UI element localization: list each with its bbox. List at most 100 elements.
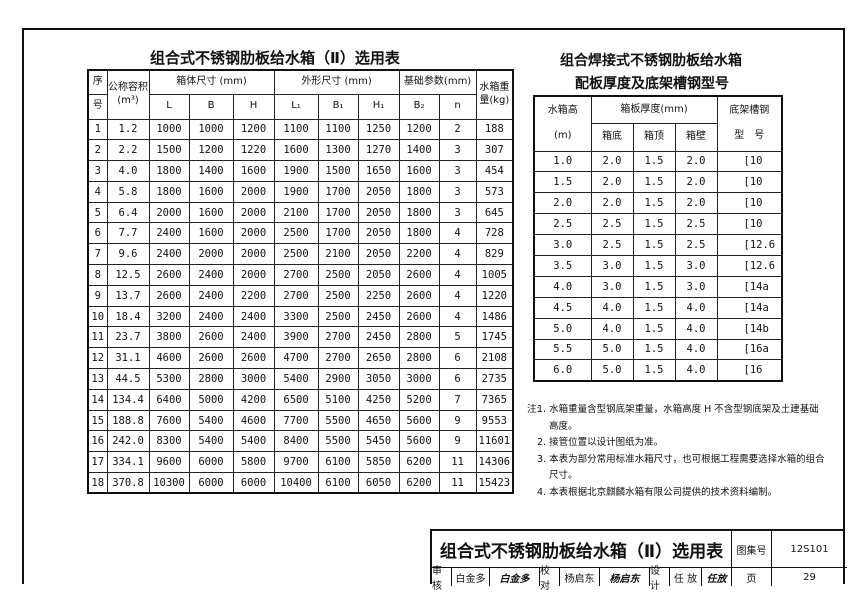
table-cell: 2900 (317, 368, 359, 390)
table-cell: 6.0 (533, 359, 592, 382)
table-cell: 1000 (188, 118, 234, 141)
table-cell: 2700 (273, 284, 319, 307)
table-cell: 370.8 (106, 472, 150, 494)
table-cell: 6500 (273, 388, 319, 411)
table-cell: 2.0 (533, 192, 592, 215)
header-volume-label: 公称容积 (108, 82, 148, 94)
atlas-label: 图集号 (732, 531, 772, 567)
table-cell: 1700 (317, 180, 359, 203)
table-cell: 2200 (232, 284, 275, 307)
table-cell: 5200 (398, 388, 440, 411)
table-cell: 573 (475, 180, 514, 203)
table-cell: 1.5 (632, 359, 676, 382)
table-row: 1 1.2 1000 1000 1200 1100 1100 1250 1200 2 188 (87, 118, 514, 141)
table-cell: 188.8 (106, 409, 150, 432)
table-cell: 15 (87, 409, 108, 432)
table-cell: 1.5 (632, 296, 676, 319)
table-cell: 2000 (232, 201, 275, 224)
table-cell: 2 (438, 118, 477, 141)
table-cell: 3.0 (674, 275, 718, 298)
table-cell: 4.0 (106, 160, 150, 182)
notes-label: 注: (527, 404, 540, 415)
table-cell: 6000 (188, 472, 234, 494)
table-cell: 5500 (317, 409, 359, 432)
table-cell: 5.0 (590, 359, 634, 382)
table-cell: 4 (438, 284, 477, 307)
table-cell: 2735 (475, 368, 514, 390)
header-body-size: 箱体尺寸 (mm) (148, 69, 275, 95)
title-block-title: 组合式不锈钢肋板给水箱（Ⅱ）选用表 (432, 531, 732, 567)
table-cell: 8 (87, 264, 108, 286)
table-row: 4 5.8 1800 1600 2000 1900 1700 2050 1800 3 573 (87, 180, 514, 203)
table-cell: 307 (475, 139, 514, 162)
table-cell: 4 (438, 264, 477, 286)
table-cell: 9.6 (106, 243, 150, 266)
table-cell: 6400 (148, 388, 190, 411)
table-cell: 2500 (273, 222, 319, 245)
table-row: 15 188.8 7600 5400 4600 7700 5500 4650 5600 9 9553 (87, 409, 514, 432)
table-cell: 4 (438, 243, 477, 266)
header-b1: B₁ (317, 93, 359, 120)
table-cell: 2.0 (674, 192, 718, 215)
table-row: 10 18.4 3200 2400 2400 3300 2500 2450 2600 4 1486 (87, 305, 514, 328)
table-cell: 5400 (273, 368, 319, 390)
header-volume-unit: (m³) (117, 94, 139, 106)
table-row: 5 6.4 2000 1600 2000 2100 1700 2050 1800 3 645 (87, 201, 514, 224)
checker-name: 杨启东 (560, 568, 600, 586)
table-cell: 2000 (232, 180, 275, 203)
table-cell: 17 (87, 451, 108, 474)
table-cell: 4700 (273, 347, 319, 370)
design-label: 设计 (650, 566, 670, 592)
table-cell: 1.5 (632, 254, 676, 277)
table-cell: 2400 (188, 264, 234, 286)
table-cell: 13.7 (106, 284, 150, 307)
table-cell: 5850 (357, 451, 400, 474)
table-cell: 3000 (232, 368, 275, 390)
table-row: 5.0 4.0 1.5 4.0 [14b (533, 317, 783, 340)
table-cell: 5.8 (106, 180, 150, 203)
table-cell: 2600 (398, 284, 440, 307)
table-cell: 1100 (317, 118, 359, 141)
table-cell: 6200 (398, 472, 440, 494)
reviewer-name: 白金多 (452, 568, 490, 586)
table-cell: 1700 (317, 201, 359, 224)
table-cell: 2450 (357, 326, 400, 349)
table-cell: 2800 (188, 368, 234, 390)
table-cell: 1600 (188, 222, 234, 245)
note-item: 3. 本表为部分常用标准水箱尺寸，也可根据工程需要选择水箱的组合尺寸。 (537, 453, 825, 482)
table-cell: 3000 (398, 368, 440, 390)
atlas-number: 12S101 (790, 543, 829, 555)
table-cell: 2700 (273, 264, 319, 286)
table-cell: 3 (87, 160, 108, 182)
table-cell: 14 (87, 388, 108, 411)
table-cell: 4 (438, 305, 477, 328)
table-cell: 2.5 (674, 213, 718, 236)
table-cell: 1600 (232, 160, 275, 182)
page-number: 29 (803, 571, 816, 583)
header-base-params: 基础参数(mm) (398, 69, 477, 95)
table-cell: 1200 (398, 118, 440, 141)
table-cell: [10 (716, 192, 783, 215)
table-cell: 5100 (317, 388, 359, 411)
table-cell: 3200 (148, 305, 190, 328)
table-cell: 1500 (148, 139, 190, 162)
table-cell: 2600 (188, 347, 234, 370)
header-weight: 水箱重量(kg) (475, 69, 514, 120)
table-row: 4.0 3.0 1.5 3.0 [14a (533, 275, 783, 298)
header-seq: 序 (87, 69, 108, 95)
table-cell: 1800 (398, 180, 440, 203)
table-row: 12 31.1 4600 2600 2600 4700 2700 2650 2800 6 2108 (87, 347, 514, 370)
table-cell: 1400 (188, 160, 234, 182)
table-cell: 4 (438, 222, 477, 245)
table-cell: 9 (87, 284, 108, 307)
table-cell: 2450 (357, 305, 400, 328)
table-cell: 2400 (232, 326, 275, 349)
table-cell: 5 (87, 201, 108, 224)
table-cell: 3 (438, 139, 477, 162)
table-cell: 3.0 (590, 254, 634, 277)
header-tank-height-unit: (m) (553, 130, 572, 141)
table-cell: 3 (438, 180, 477, 203)
header-outer-size: 外形尺寸 (mm) (273, 69, 400, 95)
table-cell: 4250 (357, 388, 400, 411)
table-cell: 1200 (188, 139, 234, 162)
